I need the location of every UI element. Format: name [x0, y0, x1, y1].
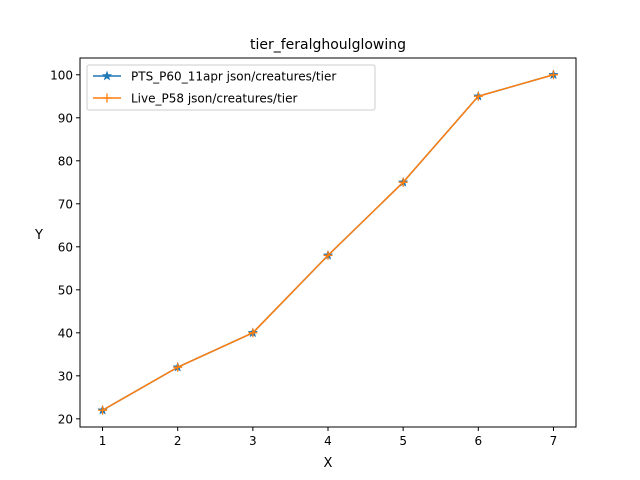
legend-item: PTS_P60_11apr json/creatures/tier — [93, 70, 336, 84]
legend-box — [86, 64, 376, 111]
x-axis-ticks: 1 2 3 4 5 6 7 — [99, 427, 558, 448]
legend-marker — [102, 93, 112, 103]
data-point — [248, 328, 258, 338]
y-tick-label: 50 — [58, 283, 73, 297]
axes-frame — [79, 57, 577, 428]
series-2 — [98, 70, 558, 415]
x-tick-label: 2 — [174, 434, 182, 448]
data-point — [548, 70, 558, 80]
legend-marker — [101, 70, 113, 81]
legend: PTS_P60_11apr json/creatures/tier Live_P5… — [86, 64, 376, 111]
x-tick-label: 7 — [550, 434, 558, 448]
data-point — [173, 362, 183, 372]
y-tick-label: 20 — [58, 412, 73, 426]
data-point — [323, 250, 333, 260]
x-tick-label: 6 — [474, 434, 482, 448]
y-axis-label: Y — [34, 228, 43, 243]
x-tick-label: 1 — [99, 434, 107, 448]
data-point — [398, 177, 408, 187]
y-axis-ticks: 20 30 40 50 60 70 80 90 100 — [50, 68, 80, 426]
y-tick-label: 80 — [58, 154, 73, 168]
legend-items: PTS_P60_11apr json/creatures/tier Live_P5… — [93, 70, 336, 106]
y-tick-label: 40 — [58, 326, 73, 340]
legend-item: Live_P58 json/creatures/tier — [93, 92, 297, 106]
data-point — [473, 91, 483, 101]
series-1 — [97, 69, 559, 415]
y-tick-label: 30 — [58, 369, 73, 383]
y-tick-label: 90 — [58, 111, 73, 125]
y-tick-label: 70 — [58, 197, 73, 211]
y-tick-label: 60 — [58, 240, 73, 254]
legend-label: PTS_P60_11apr json/creatures/tier — [131, 70, 336, 84]
data-point — [98, 405, 108, 415]
x-tick-label: 4 — [324, 434, 332, 448]
legend-label: Live_P58 json/creatures/tier — [131, 92, 297, 106]
plot-area — [79, 57, 577, 428]
series-line — [102, 74, 554, 411]
series-line — [102, 74, 554, 411]
y-tick-label: 100 — [50, 68, 73, 82]
series-layer — [97, 69, 559, 415]
chart-title: tier_feralghoulglowing — [250, 37, 406, 53]
x-tick-label: 3 — [249, 434, 257, 448]
x-tick-label: 5 — [399, 434, 407, 448]
x-axis-label: X — [324, 456, 333, 471]
